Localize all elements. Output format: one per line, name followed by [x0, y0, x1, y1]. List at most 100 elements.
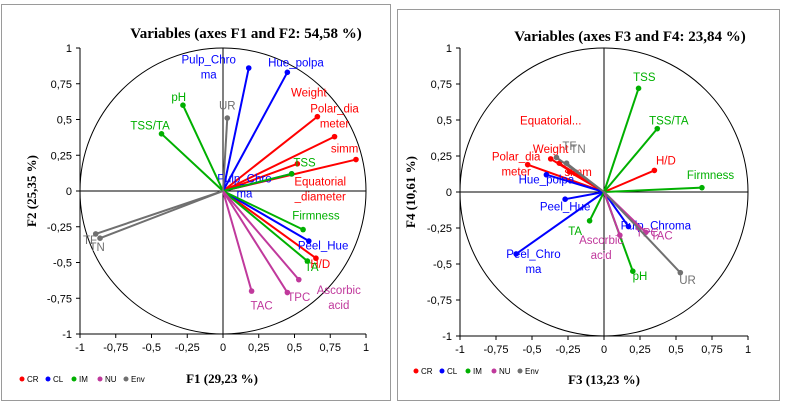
vector-label-tss: TSS	[293, 158, 316, 170]
vector-point-weight	[314, 113, 321, 120]
vector-point-ph	[180, 102, 186, 108]
vector-label-tn: TN	[570, 144, 585, 156]
vector-point-hue-polpa	[543, 171, 550, 178]
vector-point-equatorial-diameter	[294, 161, 301, 167]
vector-line-h-d	[222, 190, 317, 260]
x-tick-label: 0,75	[320, 342, 341, 354]
y-tick-label: 0,5	[437, 115, 452, 127]
vector-point-tss	[288, 171, 295, 177]
vector-point-simm	[566, 169, 573, 175]
vector-label-polar-diameter: Polar_dia meter	[310, 103, 359, 130]
x-tick-label: 0,5	[668, 344, 683, 356]
vector-label-ur: UR	[219, 100, 236, 112]
vector-point-polar-diameter	[331, 133, 338, 140]
vector-label-ph: pH	[633, 271, 648, 283]
y-tick-label: 0	[66, 186, 72, 198]
vector-line-tn	[565, 162, 605, 193]
vector-line-firmness	[603, 186, 702, 193]
vector-point-tf	[92, 231, 99, 237]
y-tick-label: -0,5	[433, 259, 452, 271]
vector-line-equatorial-diameter	[222, 162, 298, 192]
vector-label-ta: TA	[568, 226, 582, 238]
legend-marker	[439, 368, 445, 374]
x-tick-label: 1	[745, 344, 751, 356]
vector-point-firmness	[300, 226, 306, 233]
vector-point-hue-polpa	[284, 69, 291, 76]
vector-point-ur	[677, 269, 684, 276]
vector-label-polar-diameter: Polar_dia meter	[492, 151, 541, 178]
vector-point-tss	[635, 85, 642, 92]
x-tick-label: 0,5	[287, 342, 302, 354]
y-tick-label: -0,25	[47, 222, 72, 234]
vector-label-ta: TA	[305, 262, 319, 274]
legend-marker	[491, 368, 497, 374]
vector-line-polar-diameter	[222, 135, 335, 192]
x-axis-label: F3 (13,23 %)	[568, 372, 640, 387]
vector-label-firmness: Firmness	[687, 170, 735, 182]
vector-point-tss-ta	[654, 125, 661, 132]
legend-marker	[71, 376, 77, 382]
legend-marker	[465, 368, 471, 374]
vector-label-simm: simm	[331, 143, 358, 155]
vector-point-tss-ta	[158, 131, 165, 137]
vector-point-ph	[630, 268, 636, 275]
vector-label-tn: TN	[89, 242, 104, 254]
vector-label-weight: Weight	[291, 88, 327, 100]
biplot-panel-1: Variables (axes F1 and F2: 54,58 %) -1 -0,…	[1, 4, 391, 401]
vector-label-equatorial-diameter: Equatorial _diameter	[294, 176, 346, 203]
vector-point-ascorbic-acid	[617, 232, 623, 238]
biplot-panel-2: Variables (axes F3 and F4: 23,84 %) -1 -0,…	[397, 9, 780, 401]
vector-label-tf: TF	[83, 235, 97, 247]
vector-point-ta	[586, 218, 593, 224]
legend-item-env: Env	[517, 367, 539, 376]
chart-title: Variables (axes F3 and F4: 23,84 %)	[514, 29, 746, 45]
legend-item-im: IM	[71, 375, 88, 384]
x-tick-label: -1	[455, 344, 465, 356]
x-tick-label: -0,75	[483, 344, 508, 356]
x-tick-label: 0	[220, 342, 226, 354]
y-tick-label: 0	[446, 187, 452, 199]
y-axis-label: F2 (25,35 %)	[24, 155, 39, 227]
vector-label-ur: UR	[679, 275, 696, 287]
vector-label-peel-hue: Peel_Hue	[298, 241, 349, 253]
vector-point-weight	[547, 156, 554, 162]
vector-line-ur	[222, 118, 229, 192]
legend-item-env: Env	[123, 375, 145, 384]
vector-label-tac: TAC	[651, 231, 673, 243]
y-tick-label: 0,25	[51, 150, 72, 162]
vector-label-tf: TF	[562, 141, 576, 153]
vector-point-pulp-chroma	[625, 223, 632, 230]
x-tick-label: 0,25	[248, 342, 269, 354]
legend-label: CR	[27, 375, 39, 384]
legend-item-cl: CL	[45, 375, 64, 384]
vector-line-ph	[182, 104, 224, 192]
x-tick-label: -0,5	[523, 344, 542, 356]
x-tick-label: -0,25	[555, 344, 580, 356]
vector-line-weight	[222, 115, 318, 192]
vector-line-pulp-chroma	[222, 67, 250, 192]
panel-frame	[1, 4, 391, 401]
vector-label-tac: TAC	[251, 301, 273, 313]
vector-label-equatorial: Equatorial...	[520, 115, 581, 127]
y-tick-label: 0,25	[431, 151, 452, 163]
panel-frame	[397, 9, 780, 401]
vector-line-peel-chroma	[515, 191, 605, 255]
vector-label-tss-ta: TSS/TA	[130, 121, 170, 133]
vector-point-h-d	[313, 255, 319, 262]
vector-point-simm	[353, 156, 359, 163]
x-tick-label: -0,5	[142, 342, 161, 354]
vector-line-ta	[222, 190, 309, 262]
legend-label: IM	[473, 367, 482, 376]
vector-point-peel-hue	[562, 196, 568, 202]
vector-label-peel-chroma: Peel_Chro ma	[506, 249, 560, 276]
vector-line-tpc	[222, 190, 289, 294]
vector-point-ta	[304, 258, 311, 264]
y-tick-label: -1	[62, 329, 72, 341]
vector-point-pulp-chroma	[245, 65, 252, 71]
vector-label-hue-polpa: Hue_polpa	[519, 174, 575, 186]
vector-label-hue-polpa: Hue_polpa	[268, 58, 324, 70]
legend-marker	[19, 376, 25, 382]
vector-line-peel-hue	[222, 190, 310, 242]
vector-point-polar-diameter	[524, 161, 531, 168]
y-axis-label: F4 (10,61 %)	[403, 156, 418, 228]
